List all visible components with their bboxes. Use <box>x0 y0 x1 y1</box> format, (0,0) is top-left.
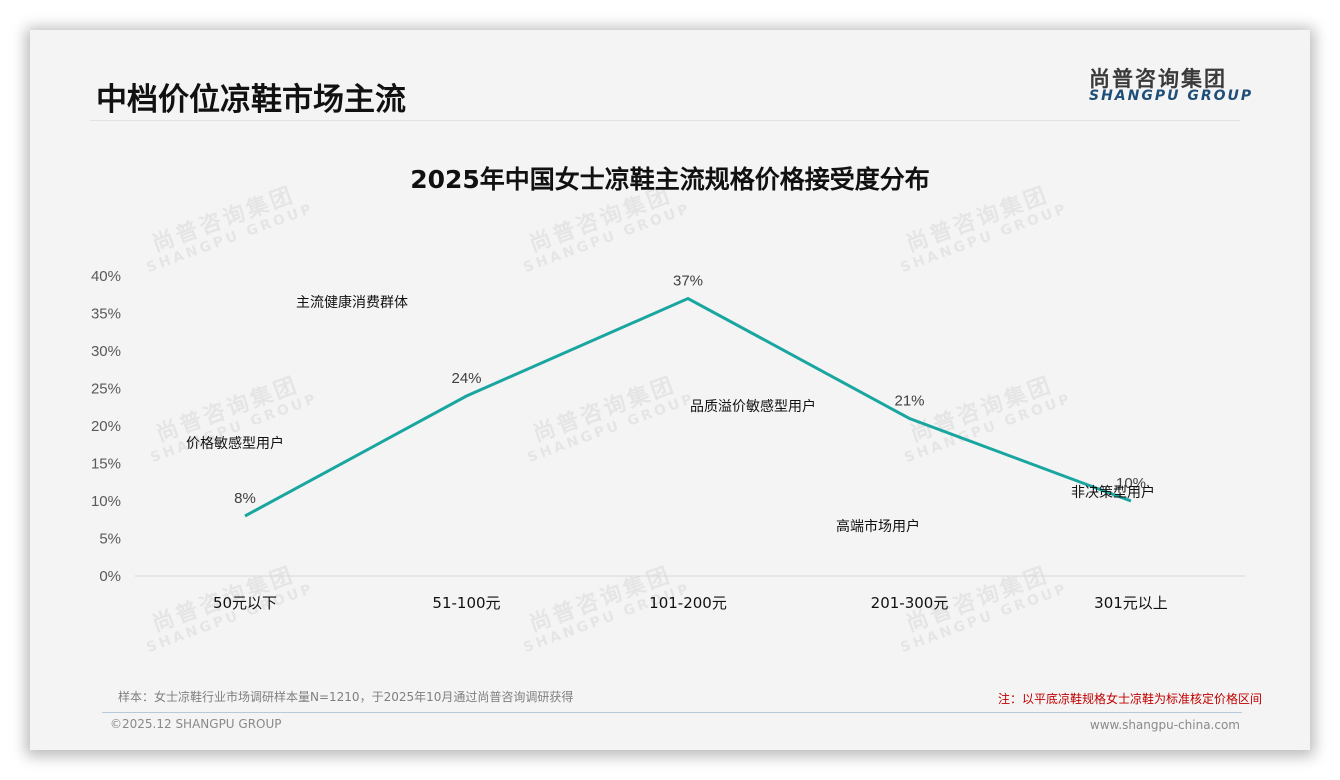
data-label: 24% <box>451 370 481 387</box>
x-category-label: 50元以下 <box>213 594 277 612</box>
slide: 中档价位凉鞋市场主流 尚普咨询集团 SHANGPU GROUP 尚普咨询集团 SH… <box>30 30 1310 750</box>
data-label: 8% <box>234 490 256 507</box>
page-title: 中档价位凉鞋市场主流 <box>96 82 406 118</box>
x-category-label: 301元以上 <box>1094 594 1168 612</box>
annotation-label: 高端市场用户 <box>836 518 920 535</box>
y-tick-label: 20% <box>91 418 121 435</box>
y-tick-label: 10% <box>91 493 121 510</box>
data-line <box>244 296 1132 518</box>
copyright: ©2025.12 SHANGPU GROUP <box>110 717 282 731</box>
header-divider <box>90 120 1240 121</box>
x-category-label: 51-100元 <box>432 594 500 612</box>
website-url: www.shangpu-china.com <box>1089 718 1240 732</box>
footer-divider <box>102 712 1242 713</box>
data-label: 37% <box>673 273 703 290</box>
y-tick-label: 5% <box>99 531 121 548</box>
annotation-label: 主流健康消费群体 <box>296 294 408 311</box>
chart-title: 2025年中国女士凉鞋主流规格价格接受度分布 <box>410 165 930 194</box>
data-label: 21% <box>894 393 924 410</box>
sample-note: 样本：女士凉鞋行业市场调研样本量N=1210，于2025年10月通过尚普咨询调研… <box>118 690 574 704</box>
price-note: 注：以平底凉鞋规格女士凉鞋为标准核定价格区间 <box>997 692 1262 706</box>
data-label: 10% <box>1116 475 1146 492</box>
y-tick-label: 25% <box>91 381 121 398</box>
y-tick-label: 0% <box>99 568 121 585</box>
y-tick-label: 40% <box>91 268 121 285</box>
annotation-label: 非决策型用户 <box>1071 484 1155 501</box>
line-chart: 0% 5% 10% 15% 20% 25% 30% 35% 40% 50元以下 51-100元 101… <box>91 268 1245 612</box>
logo-chinese: 尚普咨询集团 <box>1089 67 1227 91</box>
y-tick-label: 15% <box>91 456 121 473</box>
annotation-label: 价格敏感型用户 <box>186 435 284 452</box>
y-tick-label: 30% <box>91 343 121 360</box>
annotation-label: 品质溢价敏感型用户 <box>690 398 816 415</box>
x-category-label: 101-200元 <box>649 594 727 612</box>
logo-english: SHANGPU GROUP <box>1089 88 1254 104</box>
y-tick-label: 35% <box>91 306 121 323</box>
x-category-label: 201-300元 <box>871 594 949 612</box>
